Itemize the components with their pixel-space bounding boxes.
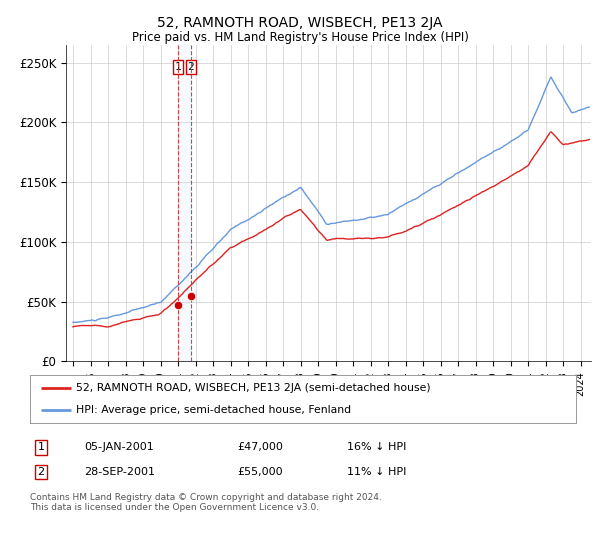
Text: 52, RAMNOTH ROAD, WISBECH, PE13 2JA: 52, RAMNOTH ROAD, WISBECH, PE13 2JA bbox=[157, 16, 443, 30]
Text: 16% ↓ HPI: 16% ↓ HPI bbox=[347, 442, 406, 452]
Bar bbox=[178, 45, 191, 361]
Text: 05-JAN-2001: 05-JAN-2001 bbox=[85, 442, 154, 452]
Text: 11% ↓ HPI: 11% ↓ HPI bbox=[347, 467, 406, 477]
Text: 1: 1 bbox=[37, 442, 44, 452]
Text: 2: 2 bbox=[188, 62, 194, 72]
Text: Contains HM Land Registry data © Crown copyright and database right 2024.
This d: Contains HM Land Registry data © Crown c… bbox=[30, 493, 382, 512]
Text: Price paid vs. HM Land Registry's House Price Index (HPI): Price paid vs. HM Land Registry's House … bbox=[131, 31, 469, 44]
Text: 2: 2 bbox=[37, 467, 44, 477]
Text: 28-SEP-2001: 28-SEP-2001 bbox=[85, 467, 155, 477]
Text: 52, RAMNOTH ROAD, WISBECH, PE13 2JA (semi-detached house): 52, RAMNOTH ROAD, WISBECH, PE13 2JA (sem… bbox=[76, 383, 431, 393]
Text: £47,000: £47,000 bbox=[238, 442, 283, 452]
Text: 1: 1 bbox=[175, 62, 182, 72]
Text: HPI: Average price, semi-detached house, Fenland: HPI: Average price, semi-detached house,… bbox=[76, 405, 352, 415]
Text: £55,000: £55,000 bbox=[238, 467, 283, 477]
